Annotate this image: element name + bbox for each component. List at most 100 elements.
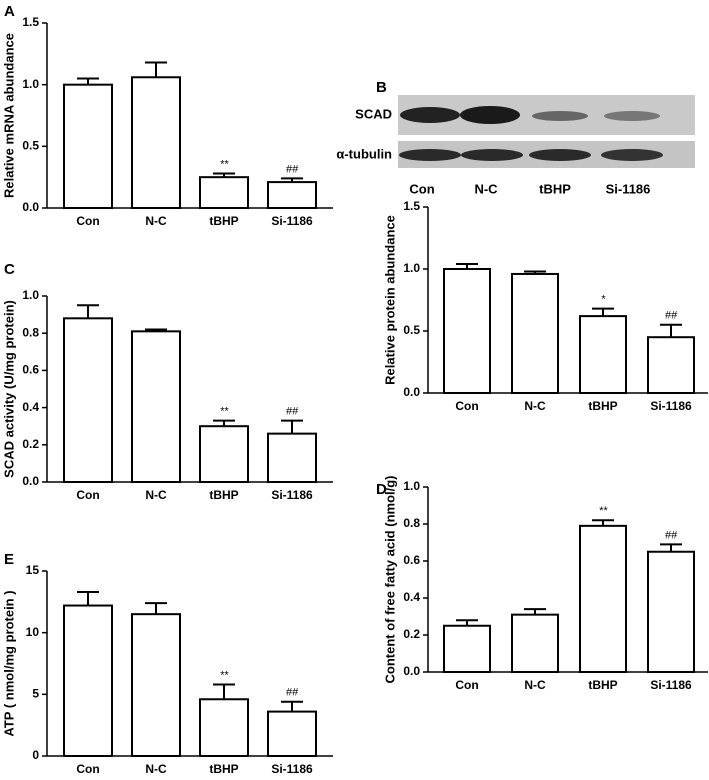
annotation: ** — [220, 406, 229, 418]
y-tick-label: 0.6 — [22, 363, 39, 377]
bar — [647, 336, 695, 395]
bar — [131, 330, 181, 483]
y-tick-label: 1.0 — [22, 77, 39, 91]
bar — [511, 272, 559, 394]
blot-band — [532, 111, 588, 121]
annotation: ## — [665, 310, 678, 322]
bar — [131, 613, 181, 758]
x-tick-label: tBHP — [588, 399, 617, 413]
x-tick-label: Con — [455, 399, 478, 413]
blot-band — [601, 149, 663, 161]
annotation: ## — [665, 529, 678, 541]
y-tick-label: 1.5 — [403, 199, 420, 213]
bar — [267, 710, 317, 757]
x-tick-label: tBHP — [209, 488, 238, 502]
y-axis-label: ATP ( nmol/mg protein ) — [1, 590, 16, 736]
annotation: ** — [599, 505, 608, 517]
blot-band — [604, 111, 660, 121]
panel-label: A — [4, 3, 15, 20]
y-tick-label: 1.5 — [22, 15, 39, 29]
y-tick-label: 5 — [32, 687, 39, 701]
y-tick-label: 15 — [26, 563, 40, 577]
y-tick-label: 0.6 — [403, 553, 420, 567]
bar — [63, 83, 113, 209]
y-axis-label: Content of free fatty acid (nmol/g) — [382, 476, 397, 684]
x-tick-label: N-C — [145, 488, 167, 502]
y-tick-label: 1.0 — [403, 479, 420, 493]
blot-lane-label: tBHP — [539, 181, 571, 196]
y-tick-label: 0.0 — [22, 474, 39, 488]
y-tick-label: 0.0 — [403, 664, 420, 678]
blot-band — [399, 149, 461, 161]
blot-band — [529, 149, 591, 161]
bar — [267, 181, 317, 210]
x-tick-label: tBHP — [588, 678, 617, 692]
blot-band — [461, 149, 523, 161]
blot-label: SCAD — [355, 106, 392, 121]
panel-label: E — [4, 551, 14, 568]
y-tick-label: 0.2 — [403, 627, 420, 641]
y-tick-label: 10 — [26, 625, 40, 639]
bar — [443, 624, 491, 673]
bar — [443, 268, 491, 394]
blot-band — [400, 107, 460, 123]
x-tick-label: Con — [455, 678, 478, 692]
y-tick-label: 0.4 — [403, 590, 420, 604]
blot-band — [460, 106, 520, 124]
bar — [199, 425, 249, 484]
x-tick-label: N-C — [524, 399, 546, 413]
y-tick-label: 1.0 — [403, 261, 420, 275]
y-tick-label: 0.8 — [403, 516, 420, 530]
bar — [131, 76, 181, 210]
x-tick-label: N-C — [524, 678, 546, 692]
x-tick-label: tBHP — [209, 762, 238, 775]
y-tick-label: 0 — [32, 748, 39, 762]
annotation: ## — [286, 687, 299, 699]
panel-label: D — [376, 481, 387, 498]
x-tick-label: Con — [76, 488, 99, 502]
annotation: ## — [286, 163, 299, 175]
y-axis-label: Relative mRNA abundance — [1, 33, 16, 198]
panel-label: B — [376, 79, 387, 96]
y-tick-label: 0.5 — [403, 323, 420, 337]
bar — [579, 524, 627, 673]
bar — [63, 317, 113, 483]
x-tick-label: N-C — [145, 762, 167, 775]
annotation: * — [601, 294, 606, 306]
blot-lane-label: Con — [409, 181, 434, 196]
bar — [579, 315, 627, 394]
blot-lane-label: N-C — [474, 181, 498, 196]
x-tick-label: Si-1186 — [271, 214, 313, 228]
bar — [199, 698, 249, 757]
blot-label: α-tubulin — [336, 146, 392, 161]
bar — [511, 613, 559, 674]
annotation: ** — [220, 158, 229, 170]
annotation: ## — [286, 406, 299, 418]
x-tick-label: Si-1186 — [271, 488, 313, 502]
western-blot: SCAD α-tubulin Con N-C tBHP Si-1186 — [336, 95, 695, 196]
y-tick-label: 0.4 — [22, 400, 39, 414]
bar — [199, 176, 249, 210]
y-tick-label: 0.0 — [22, 200, 39, 214]
y-tick-label: 0.8 — [22, 325, 39, 339]
x-tick-label: Si-1186 — [271, 762, 313, 775]
x-tick-label: Con — [76, 214, 99, 228]
x-tick-label: Con — [76, 762, 99, 775]
x-tick-label: tBHP — [209, 214, 238, 228]
bar — [63, 604, 113, 757]
x-tick-label: Si-1186 — [650, 678, 692, 692]
bar — [647, 550, 695, 673]
y-tick-label: 0.0 — [403, 385, 420, 399]
y-axis-label: SCAD activity (U/mg protein) — [1, 300, 16, 478]
blot-lane-label: Si-1186 — [606, 181, 651, 196]
y-axis-label: Relative protein abundance — [382, 215, 397, 385]
x-tick-label: Si-1186 — [650, 399, 692, 413]
bar — [267, 432, 317, 484]
panel-label: C — [4, 261, 15, 278]
annotation: ** — [220, 669, 229, 681]
y-tick-label: 1.0 — [22, 288, 39, 302]
y-tick-label: 0.5 — [22, 139, 39, 153]
x-tick-label: N-C — [145, 214, 167, 228]
